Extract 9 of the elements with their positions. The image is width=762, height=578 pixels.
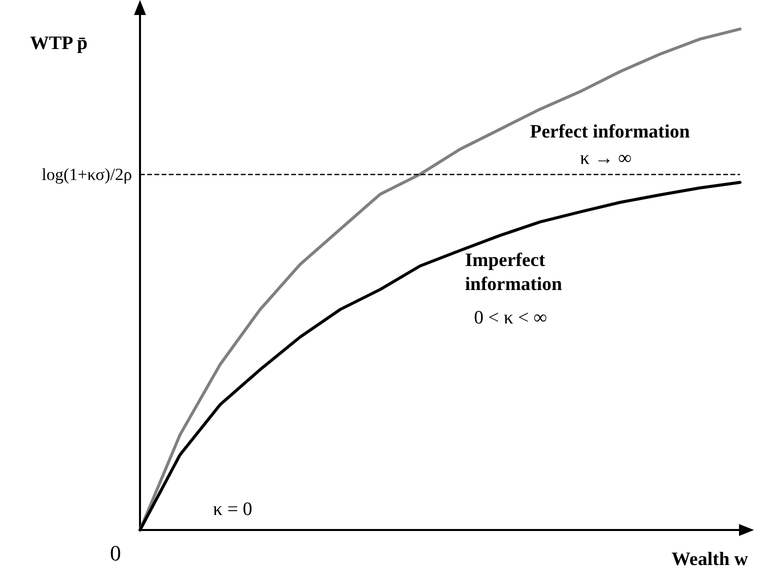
annotation: 0 < κ < ∞ bbox=[474, 307, 548, 328]
annotation: κ = 0 bbox=[213, 499, 252, 520]
ref-line-label: log(1+κσ)/2ρ bbox=[42, 164, 132, 184]
series-label: Imperfect information bbox=[465, 250, 563, 295]
x-axis-title: Wealth w bbox=[671, 549, 748, 570]
text: 0 bbox=[110, 540, 121, 566]
series-label: Perfect information bbox=[530, 122, 690, 143]
y-axis-title: WTP p̄ bbox=[30, 33, 88, 54]
annotation: κ → ∞ bbox=[580, 148, 632, 170]
